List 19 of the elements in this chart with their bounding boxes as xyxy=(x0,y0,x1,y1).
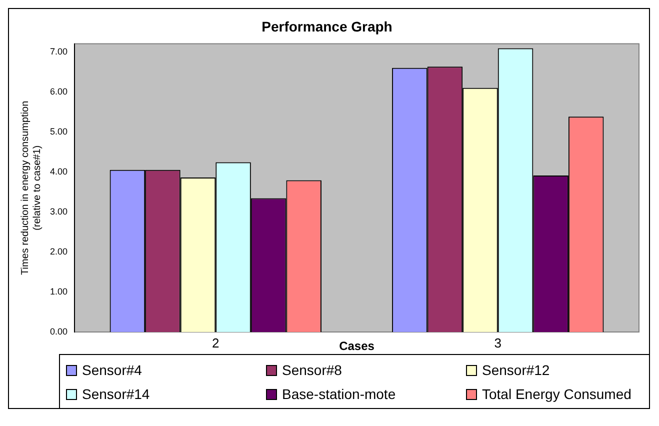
y-tick-label: 7.00 xyxy=(50,46,68,56)
y-axis-title: Times reduction in energy consumption (relative to case#1) xyxy=(20,100,43,275)
y-tick-label: 4.00 xyxy=(50,166,68,176)
legend-label: Sensor#8 xyxy=(282,361,342,380)
y-tick-label: 3.00 xyxy=(50,206,68,216)
legend-label: Sensor#4 xyxy=(82,361,142,380)
chart-title: Performance Graph xyxy=(262,18,392,34)
y-tick-label: 6.00 xyxy=(50,86,68,96)
x-tick-label: 2 xyxy=(212,335,220,350)
x-tick-label: 3 xyxy=(494,335,502,350)
x-axis-title: Cases xyxy=(339,339,375,354)
y-tick-label: 1.00 xyxy=(50,286,68,296)
legend-label: Base-station-mote xyxy=(282,385,396,404)
y-tick-label: 2.00 xyxy=(50,246,68,256)
legend-label: Sensor#12 xyxy=(482,361,550,380)
legend-label: Sensor#14 xyxy=(82,385,150,404)
y-tick-label: 0.00 xyxy=(50,326,68,336)
legend-label: Total Energy Consumed xyxy=(482,385,632,404)
y-tick-label: 5.00 xyxy=(50,126,68,136)
